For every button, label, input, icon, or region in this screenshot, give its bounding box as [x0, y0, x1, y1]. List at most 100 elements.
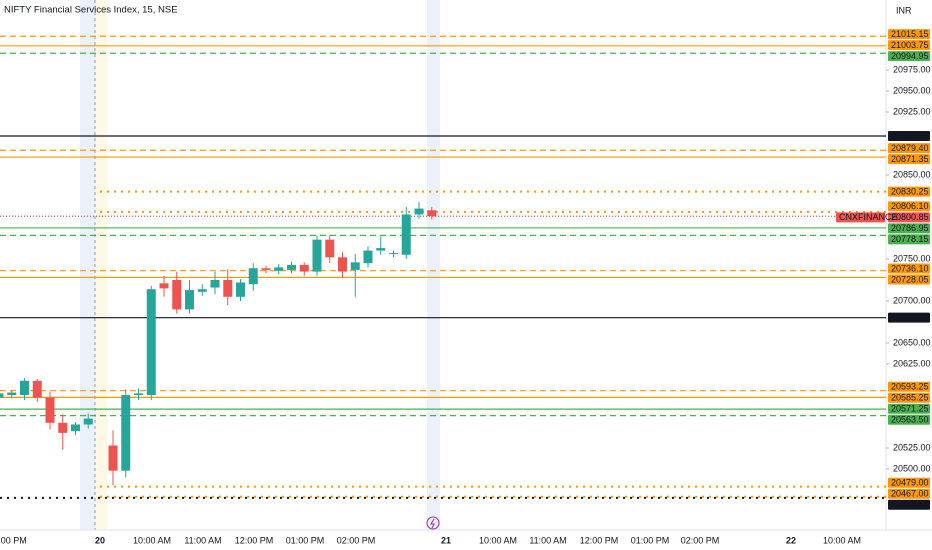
candles — [0, 201, 437, 485]
x-tick-label: 02:00 PM — [681, 535, 720, 545]
candle-body — [414, 208, 424, 215]
price-label-box — [888, 381, 930, 392]
y-tick-label: 20850.00 — [893, 169, 931, 179]
candle-body — [32, 380, 42, 398]
price-label-box — [888, 40, 930, 51]
y-tick-label: 20750.00 — [893, 253, 931, 263]
price-label: 20786.95 — [891, 223, 929, 233]
candle-body — [7, 392, 17, 396]
chart-title: NIFTY Financial Services Index, 15, NSE — [4, 5, 178, 16]
candle-body — [274, 267, 284, 271]
candle-body — [248, 268, 258, 285]
x-tick-label: 12:00 PM — [580, 535, 619, 545]
price-label: 20896.40 — [891, 131, 929, 141]
price-label-box — [888, 414, 930, 425]
price-label: 20994.95 — [891, 51, 929, 61]
price-label-box — [888, 403, 930, 414]
candle-body — [121, 395, 131, 471]
candle-body — [108, 445, 118, 471]
price-label-box — [888, 499, 930, 510]
candle-body — [389, 253, 398, 255]
x-tick-label: 01:00 PM — [286, 535, 325, 545]
x-tick-label: 12:00 PM — [235, 535, 274, 545]
price-label-box — [888, 201, 930, 212]
y-tick-label: 20950.00 — [893, 85, 931, 95]
candle-body — [312, 239, 322, 272]
candle-body — [401, 214, 411, 255]
candle-body — [71, 424, 80, 432]
session-highlight — [95, 0, 107, 530]
symbol-label: CNXFINANCE — [839, 212, 898, 222]
candle-body — [172, 279, 182, 310]
price-label-box — [888, 488, 930, 499]
price-label: 20830.25 — [891, 186, 929, 196]
y-tick-label: 20650.00 — [893, 337, 931, 347]
price-label-box — [888, 392, 930, 403]
x-tick-label: 10:00 AM — [479, 535, 517, 545]
candle-body — [350, 262, 360, 270]
candle-body — [325, 239, 335, 258]
candle-body — [20, 380, 29, 396]
price-label: 20806.10 — [891, 201, 929, 211]
x-tick-label: 11:00 AM — [529, 535, 566, 545]
price-axis: 20975.00 20950.00 20925.00 20850.00 20750.00… — [836, 29, 931, 510]
candle-body — [427, 210, 437, 217]
price-lines — [0, 35, 886, 499]
price-label: 20871.35 — [891, 154, 929, 164]
price-label: 20467.00 — [891, 489, 929, 499]
candle-body — [83, 418, 93, 425]
price-label: 20736.10 — [891, 263, 929, 273]
candle-body — [223, 279, 233, 297]
price-label: 20728.05 — [891, 274, 929, 284]
x-tick-label: 01:00 PM — [631, 535, 670, 545]
candle-body — [376, 248, 386, 251]
y-tick-label: 20925.00 — [893, 106, 931, 116]
price-label: 20778.15 — [891, 234, 929, 244]
event-icon-bolt — [430, 518, 435, 529]
price-label: 20563.50 — [891, 415, 929, 425]
candle-body — [363, 250, 373, 264]
y-tick-label: 20500.00 — [893, 463, 931, 473]
price-label-box — [888, 274, 930, 285]
price-label-box — [888, 312, 930, 323]
price-label-box — [888, 143, 930, 154]
candle-body — [0, 393, 4, 398]
y-tick-label: 20975.00 — [893, 64, 931, 74]
x-tick-label: 02:00 PM — [337, 535, 376, 545]
price-label: 20479.00 — [891, 478, 929, 488]
candle-body — [45, 397, 55, 423]
price-label: 21003.75 — [891, 40, 929, 50]
candle-body — [261, 268, 271, 270]
price-label-box — [888, 186, 930, 197]
price-label: 20571.25 — [891, 404, 929, 414]
x-tick-label: 2:00 PM — [0, 535, 27, 545]
price-label-box — [888, 154, 930, 165]
candle-body — [58, 422, 68, 433]
x-tick-label: 20 — [95, 535, 105, 545]
candle-body — [210, 279, 220, 288]
candle-body — [134, 393, 143, 396]
price-label-box — [888, 212, 930, 223]
price-label: 20879.40 — [891, 143, 929, 153]
price-label-box — [888, 51, 930, 62]
price-label: 21015.15 — [891, 29, 929, 39]
x-tick-label: 22 — [786, 535, 796, 545]
price-label: 20680.15 — [891, 313, 929, 323]
price-label: 20593.25 — [891, 382, 929, 392]
y-tick-label: 20625.00 — [893, 358, 931, 368]
session-highlight — [427, 0, 440, 530]
price-label-box — [888, 131, 930, 142]
candle-body — [146, 289, 156, 396]
price-label: 20465.70 — [891, 500, 929, 510]
symbol-label-box — [836, 212, 885, 223]
candle-body — [338, 257, 347, 272]
event-icon[interactable] — [426, 516, 440, 530]
price-label: 20800.85 — [891, 212, 929, 222]
x-tick-label: 10:00 AM — [823, 535, 861, 545]
currency: INR — [896, 5, 912, 15]
y-tick-label: 20525.00 — [893, 442, 931, 452]
candle-body — [197, 289, 207, 292]
price-label-box — [888, 223, 930, 234]
